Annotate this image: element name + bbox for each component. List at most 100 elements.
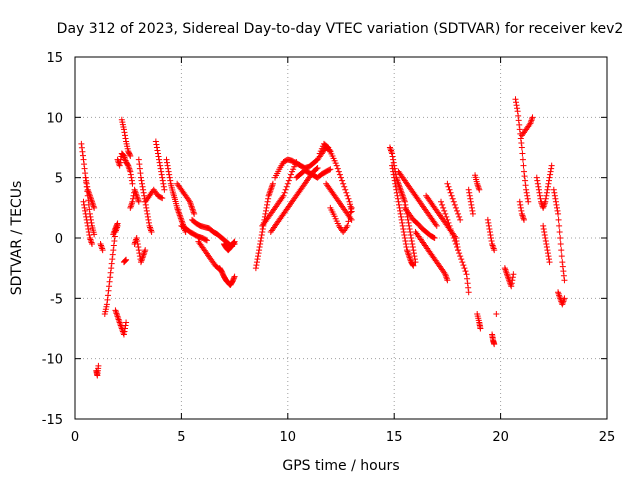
data-point bbox=[518, 144, 525, 151]
data-point bbox=[252, 265, 259, 272]
data-point bbox=[560, 272, 567, 279]
data-point bbox=[156, 156, 163, 163]
data-point bbox=[134, 238, 141, 245]
data-point bbox=[135, 198, 142, 205]
data-point bbox=[86, 231, 93, 238]
data-point bbox=[121, 328, 128, 335]
data-point bbox=[258, 231, 265, 238]
data-point bbox=[82, 210, 89, 217]
data-point bbox=[543, 241, 550, 248]
data-point bbox=[486, 228, 493, 235]
data-point bbox=[231, 238, 238, 245]
data-point bbox=[445, 183, 452, 190]
data-point bbox=[463, 271, 470, 278]
data-point bbox=[493, 311, 500, 318]
data-point bbox=[469, 210, 476, 217]
data-point bbox=[82, 174, 89, 181]
data-point bbox=[128, 174, 135, 181]
x-tick-label: 25 bbox=[599, 430, 616, 445]
data-point bbox=[269, 180, 276, 187]
data-point bbox=[84, 222, 91, 229]
data-point bbox=[561, 295, 568, 302]
data-point bbox=[348, 216, 355, 223]
data-point bbox=[409, 261, 416, 268]
data-point bbox=[534, 180, 541, 187]
data-point bbox=[524, 195, 531, 202]
data-point bbox=[114, 220, 121, 227]
data-point bbox=[447, 189, 454, 196]
data-point bbox=[286, 174, 293, 181]
data-point bbox=[514, 108, 521, 115]
data-point bbox=[485, 222, 492, 229]
data-point bbox=[342, 186, 349, 193]
data-point bbox=[535, 183, 542, 190]
data-point bbox=[231, 273, 238, 280]
data-point bbox=[395, 201, 402, 208]
data-point bbox=[79, 148, 86, 155]
data-point bbox=[340, 180, 347, 187]
data-point bbox=[81, 161, 88, 168]
data-point bbox=[314, 165, 321, 172]
data-point bbox=[82, 207, 89, 214]
data-point bbox=[449, 195, 456, 202]
data-point bbox=[158, 171, 165, 178]
data-point bbox=[343, 189, 350, 196]
data-point bbox=[157, 165, 164, 172]
data-point bbox=[152, 138, 159, 145]
data-point bbox=[542, 198, 549, 205]
data-point bbox=[444, 277, 451, 284]
data-point bbox=[191, 210, 198, 217]
data-point bbox=[557, 235, 564, 241]
data-point bbox=[391, 174, 398, 181]
data-point bbox=[515, 112, 522, 119]
data-point bbox=[433, 222, 440, 229]
data-point bbox=[509, 274, 516, 281]
data-point bbox=[459, 259, 466, 266]
y-tick-label: 5 bbox=[55, 172, 63, 187]
data-point bbox=[402, 238, 409, 245]
data-point bbox=[440, 204, 447, 211]
data-point bbox=[392, 183, 399, 190]
data-point bbox=[542, 195, 549, 202]
data-point bbox=[535, 186, 542, 193]
data-point bbox=[143, 207, 150, 214]
data-point bbox=[544, 183, 551, 190]
data-point bbox=[484, 216, 491, 223]
data-point bbox=[491, 247, 498, 254]
data-point bbox=[283, 183, 290, 190]
data-point bbox=[465, 289, 472, 296]
data-point bbox=[540, 222, 547, 229]
data-point bbox=[257, 238, 264, 245]
data-point bbox=[135, 247, 142, 254]
data-point bbox=[345, 218, 352, 225]
y-axis-label: SDTVAR / TECUs bbox=[9, 181, 25, 296]
data-point bbox=[515, 117, 522, 124]
data-point bbox=[536, 189, 543, 196]
data-point bbox=[516, 121, 523, 128]
data-point bbox=[543, 189, 550, 196]
data-point bbox=[127, 168, 134, 175]
data-point bbox=[390, 171, 397, 178]
data-point bbox=[397, 210, 404, 217]
data-point bbox=[153, 144, 160, 151]
data-point bbox=[398, 213, 405, 220]
data-point bbox=[559, 259, 566, 266]
data-point bbox=[465, 284, 472, 291]
data-point bbox=[389, 165, 396, 172]
x-tick-label: 0 bbox=[71, 430, 79, 445]
data-point bbox=[91, 204, 98, 211]
data-point bbox=[110, 247, 117, 254]
data-point bbox=[120, 126, 127, 133]
data-point bbox=[84, 183, 91, 190]
data-point bbox=[122, 135, 129, 142]
data-point bbox=[464, 280, 471, 287]
data-point bbox=[558, 247, 565, 254]
data-point bbox=[401, 231, 408, 238]
data-point bbox=[145, 219, 152, 226]
data-point bbox=[81, 204, 88, 211]
data-point bbox=[109, 251, 116, 258]
data-point bbox=[467, 198, 474, 205]
data-point bbox=[390, 159, 397, 166]
data-point bbox=[460, 262, 467, 269]
